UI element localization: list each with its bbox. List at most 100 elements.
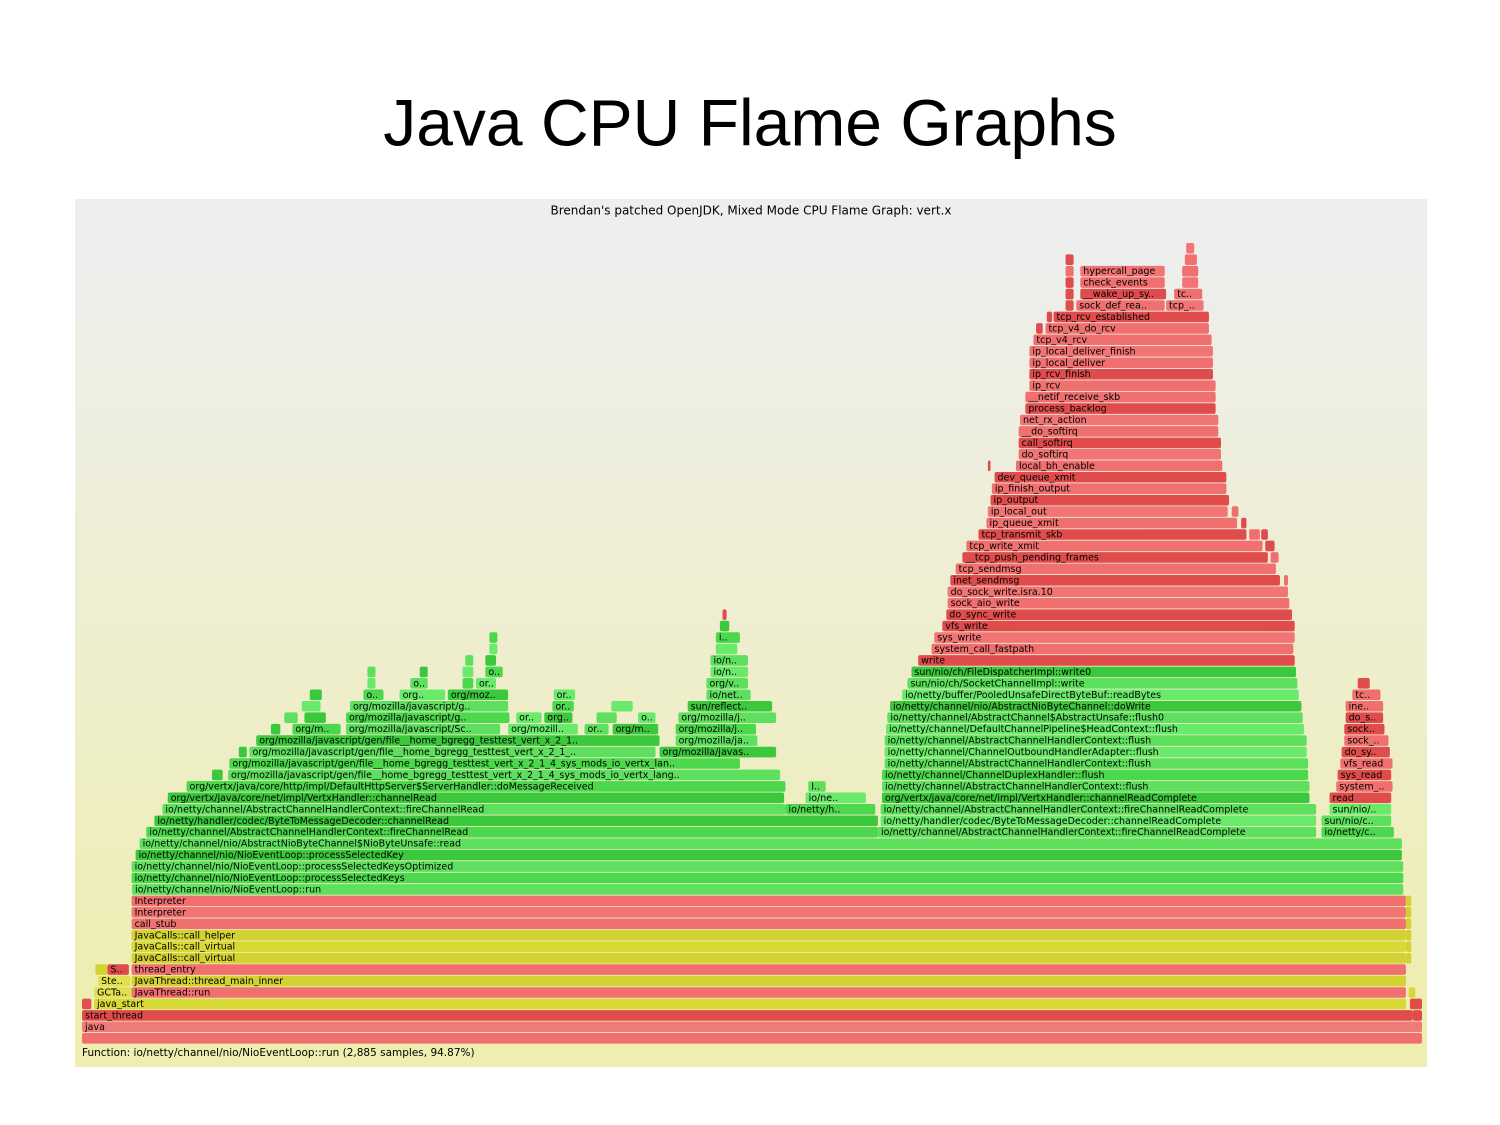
frame-bar[interactable]: [675, 723, 757, 735]
frame-bar[interactable]: [1231, 506, 1239, 517]
frame-bar[interactable]: [706, 678, 748, 689]
frame[interactable]: local_bh_enable: [1015, 460, 1223, 472]
frame-bar[interactable]: [987, 506, 1228, 517]
frame[interactable]: tcp_rcv_established: [1053, 311, 1209, 323]
frame[interactable]: [1065, 300, 1074, 311]
frame-bar[interactable]: [1409, 998, 1422, 1010]
frame-bar[interactable]: [1405, 895, 1412, 907]
frame-bar[interactable]: [229, 758, 740, 769]
frame-bar[interactable]: [955, 563, 1276, 575]
frame-bar[interactable]: [270, 723, 281, 735]
frame-bar[interactable]: [785, 804, 876, 815]
frame[interactable]: org/vertx/java/core/http/impl/DefaultHtt…: [186, 781, 786, 792]
frame[interactable]: io/netty/channel/AbstractChannelHandlerC…: [877, 826, 1317, 838]
frame[interactable]: __do_softirq: [1018, 426, 1219, 437]
frame[interactable]: Interpreter: [131, 907, 1406, 918]
frame[interactable]: S..: [107, 964, 129, 976]
frame-bar[interactable]: [1076, 300, 1165, 311]
frame[interactable]: [1357, 678, 1370, 689]
frame-bar[interactable]: [131, 987, 1406, 998]
frame-bar[interactable]: [98, 975, 131, 987]
frame-bar[interactable]: [1029, 357, 1213, 369]
frame[interactable]: org/mozill..: [508, 723, 578, 735]
frame[interactable]: vfs_write: [942, 620, 1295, 632]
frame[interactable]: [1405, 895, 1412, 907]
frame-bar[interactable]: [1018, 449, 1221, 460]
frame-bar[interactable]: [1329, 804, 1392, 815]
frame-bar[interactable]: [1053, 311, 1209, 323]
frame[interactable]: [304, 712, 326, 723]
frame[interactable]: o..: [363, 689, 384, 701]
frame-bar[interactable]: [228, 769, 781, 781]
frame[interactable]: [719, 620, 730, 632]
frame-bar[interactable]: [82, 1021, 1422, 1033]
frame[interactable]: [489, 632, 498, 643]
frame[interactable]: tcp_v4_do_rcv: [1045, 323, 1209, 334]
frame-bar[interactable]: [942, 620, 1295, 632]
frame-bar[interactable]: [1065, 288, 1074, 300]
frame-bar[interactable]: [911, 666, 1297, 678]
frame-bar[interactable]: [1412, 1010, 1422, 1021]
frame-bar[interactable]: [947, 597, 1290, 609]
frame-bar[interactable]: [1321, 815, 1392, 827]
frame-bar[interactable]: [82, 998, 92, 1010]
frame-bar[interactable]: [722, 609, 727, 620]
frame[interactable]: io/netty/channel/AbstractChannelHandlerC…: [884, 735, 1307, 747]
frame-bar[interactable]: [462, 666, 474, 678]
frame-bar[interactable]: [1345, 712, 1384, 723]
frame[interactable]: [309, 689, 322, 701]
frame-bar[interactable]: [596, 712, 617, 723]
frame-bar[interactable]: [1045, 323, 1209, 334]
frame-bar[interactable]: [934, 632, 1295, 643]
frame-bar[interactable]: [399, 689, 446, 701]
frame-bar[interactable]: [544, 712, 573, 723]
frame[interactable]: org/mozilla/javascript/gen/file__home_bg…: [249, 746, 656, 758]
frame-bar[interactable]: [902, 689, 1299, 701]
frame-bar[interactable]: [107, 964, 129, 975]
frame[interactable]: io/netty/channel/AbstractChannel$Abstrac…: [887, 712, 1303, 724]
frame-bar[interactable]: [1405, 952, 1412, 964]
frame[interactable]: ip_output: [990, 494, 1230, 506]
frame[interactable]: [1241, 517, 1247, 529]
frame[interactable]: sun/reflect..: [687, 700, 773, 712]
frame[interactable]: io/netty/channel/AbstractChannelHandlerC…: [880, 804, 1317, 815]
frame-bar[interactable]: [881, 781, 1310, 792]
frame[interactable]: ip_local_deliver: [1029, 357, 1213, 369]
frame-bar[interactable]: [465, 655, 474, 666]
frame-bar[interactable]: [139, 838, 1402, 849]
frame-bar[interactable]: [162, 804, 786, 815]
frame[interactable]: system_call_fastpath: [931, 643, 1294, 655]
frame-bar[interactable]: [94, 998, 1406, 1010]
frame-bar[interactable]: [1337, 769, 1392, 781]
frame[interactable]: [1261, 529, 1268, 540]
frame[interactable]: [462, 666, 474, 678]
frame-bar[interactable]: [489, 632, 498, 643]
frame[interactable]: [1270, 552, 1279, 563]
frame[interactable]: io/netty/channel/nio/NioEventLoop::proce…: [135, 849, 1402, 861]
frame[interactable]: org..: [399, 689, 446, 701]
frame[interactable]: org/vertx/java/core/net/impl/VertxHandle…: [881, 792, 1310, 804]
frame-bar[interactable]: [675, 735, 758, 746]
frame-bar[interactable]: [880, 804, 1317, 815]
frame-bar[interactable]: [1018, 437, 1221, 449]
frame-bar[interactable]: [345, 712, 510, 723]
frame[interactable]: or..: [516, 712, 542, 724]
frame-bar[interactable]: [1405, 907, 1412, 918]
frame[interactable]: [485, 655, 497, 666]
frame-bar[interactable]: [410, 678, 428, 689]
frame-bar[interactable]: [256, 735, 660, 746]
frame[interactable]: [1405, 918, 1412, 930]
frame-bar[interactable]: [1408, 987, 1416, 998]
frame[interactable]: sock_..: [1344, 735, 1389, 747]
frame[interactable]: [1065, 254, 1074, 265]
frame[interactable]: [419, 666, 428, 678]
frame-bar[interactable]: [1270, 552, 1279, 563]
frame[interactable]: io/netty/channel/nio/AbstractNioByteChan…: [890, 700, 1302, 712]
frame-bar[interactable]: [304, 712, 326, 723]
frame[interactable]: check_events: [1080, 277, 1165, 289]
frame[interactable]: [82, 998, 92, 1010]
frame[interactable]: [1405, 929, 1412, 941]
frame-bar[interactable]: [805, 792, 866, 804]
frame-bar[interactable]: [489, 643, 498, 655]
frame[interactable]: org/mozilla/j..: [675, 723, 757, 735]
